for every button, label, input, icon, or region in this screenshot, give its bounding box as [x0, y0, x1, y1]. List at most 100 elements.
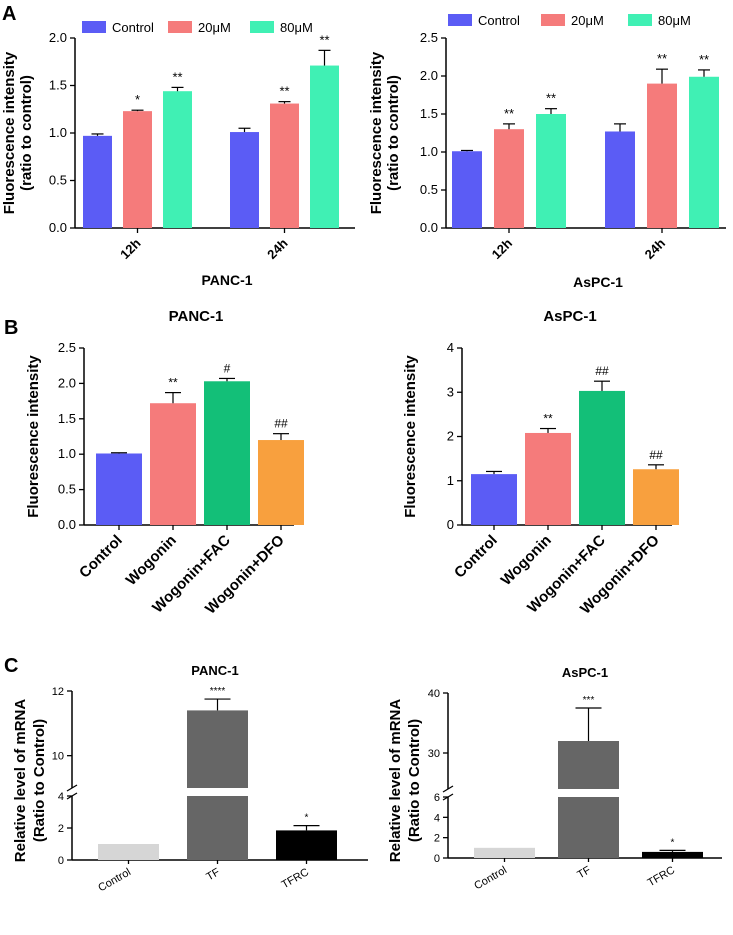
significance-label: **: [504, 106, 514, 121]
chart-title: PANC-1: [169, 308, 224, 325]
y-axis-title: Fluorescence intensity: [368, 51, 385, 214]
x-tick-label: TFRC: [646, 864, 677, 889]
y-tick-label: 0: [58, 855, 64, 867]
y-tick-label: 3: [447, 384, 454, 399]
y-tick-label: 0.5: [420, 182, 438, 197]
y-axis-title: Fluorescence intensity: [25, 355, 42, 518]
x-tick-label: Control: [76, 532, 126, 582]
x-tick-label: 12h: [489, 235, 515, 261]
significance-label: **: [699, 52, 709, 67]
significance-label: **: [168, 376, 178, 390]
x-tick-label: TF: [204, 866, 222, 883]
significance-label: ***: [583, 695, 595, 706]
legend-swatch: [448, 14, 472, 26]
y-axis-title: Fluorescence intensity: [1, 51, 18, 214]
bar: [163, 91, 192, 228]
y-tick-label: 40: [428, 688, 440, 700]
bar: [258, 440, 304, 525]
y-tick-label: 0.0: [420, 220, 438, 235]
bar: [276, 830, 337, 860]
chart-title: PANC-1: [191, 663, 238, 678]
bar: [558, 797, 619, 858]
y-tick-label: 10: [52, 751, 64, 763]
x-tick-label: Wogonin: [123, 532, 180, 589]
x-tick-label: 12h: [117, 235, 143, 261]
legend-swatch: [541, 14, 565, 26]
x-tick-label: Wogonin: [498, 532, 555, 589]
y-tick-label: 0.0: [49, 220, 67, 235]
legend-label: 20μM: [198, 20, 231, 35]
axis-break-mark: [442, 785, 454, 793]
y-tick-label: 2.0: [49, 30, 67, 45]
bar: [525, 432, 571, 525]
significance-label: **: [172, 69, 182, 84]
bar: [579, 390, 625, 525]
y-tick-label: 4: [434, 812, 440, 824]
bar: [98, 844, 159, 860]
significance-label: ##: [649, 448, 663, 462]
x-tick-label: TFRC: [280, 866, 311, 891]
legend-swatch: [628, 14, 652, 26]
y-tick-label: 1.5: [420, 106, 438, 121]
chart-title: AsPC-1: [562, 665, 608, 680]
bar: [689, 76, 719, 228]
y-tick-label: 30: [428, 748, 440, 760]
bar: [83, 135, 112, 228]
y-axis-title: (Ratio to Control): [31, 719, 48, 842]
bar: [633, 469, 679, 525]
y-tick-label: 1.0: [420, 144, 438, 159]
significance-label: #: [224, 361, 231, 375]
x-tick-label: 24h: [642, 235, 668, 261]
bar: [204, 381, 250, 525]
significance-label: ##: [595, 364, 609, 378]
y-tick-label: 0: [447, 517, 454, 532]
y-axis-title: (Ratio to Control): [406, 719, 423, 842]
significance-label: **: [319, 32, 329, 47]
significance-label: *: [671, 837, 675, 848]
panel-label-c: C: [4, 655, 18, 677]
legend-label: 80μM: [658, 13, 691, 28]
legend-label: 20μM: [571, 13, 604, 28]
x-tick-label: 24h: [264, 235, 290, 261]
bar-upper-segment: [187, 710, 248, 788]
significance-label: **: [279, 84, 289, 99]
y-tick-label: 0.5: [49, 173, 67, 188]
bar: [270, 103, 299, 228]
y-axis-title: (ratio to control): [18, 75, 35, 191]
axis-break-mark: [66, 784, 78, 792]
y-tick-label: 1.0: [58, 446, 76, 461]
y-tick-label: 1.0: [49, 125, 67, 140]
y-tick-label: 2: [447, 429, 454, 444]
x-tick-label: TF: [575, 864, 593, 881]
chart-c-aspc1: AsPC-1 Relative level of mRNA (Ratio to Co…: [387, 665, 722, 892]
significance-label: *: [305, 813, 309, 824]
bar: [471, 474, 517, 525]
y-tick-label: 1: [447, 473, 454, 488]
y-tick-label: 2: [58, 823, 64, 835]
legend-label: Control: [478, 13, 520, 28]
y-tick-label: 1.5: [58, 411, 76, 426]
panel-label-b: B: [4, 317, 18, 339]
significance-label: **: [546, 91, 556, 106]
y-tick-label: 0: [434, 853, 440, 865]
chart-b-aspc1: AsPC-1 Fluorescence intensity 0 1 2 3 4 Control…: [402, 308, 679, 618]
bar-upper-segment: [558, 741, 619, 789]
y-tick-label: 0.5: [58, 482, 76, 497]
y-tick-label: 12: [52, 686, 64, 698]
chart-b-panc1: PANC-1 Fluorescence intensity 0.0 0.5 1.0 1.5…: [25, 308, 304, 618]
x-tick-label: Control: [96, 866, 133, 894]
significance-label: ****: [210, 686, 226, 697]
y-tick-label: 6: [434, 792, 440, 804]
bar: [230, 132, 259, 228]
y-tick-label: 2.0: [58, 375, 76, 390]
legend-label: Control: [112, 20, 154, 35]
y-tick-label: 1.5: [49, 78, 67, 93]
y-tick-label: 2.5: [420, 30, 438, 45]
y-axis-title: Fluorescence intensity: [402, 355, 419, 518]
bar: [123, 111, 152, 228]
y-axis-title: (ratio to control): [385, 75, 402, 191]
bar: [187, 796, 248, 860]
legend-swatch: [168, 21, 192, 33]
bar: [494, 129, 524, 228]
y-tick-label: 2.0: [420, 68, 438, 83]
